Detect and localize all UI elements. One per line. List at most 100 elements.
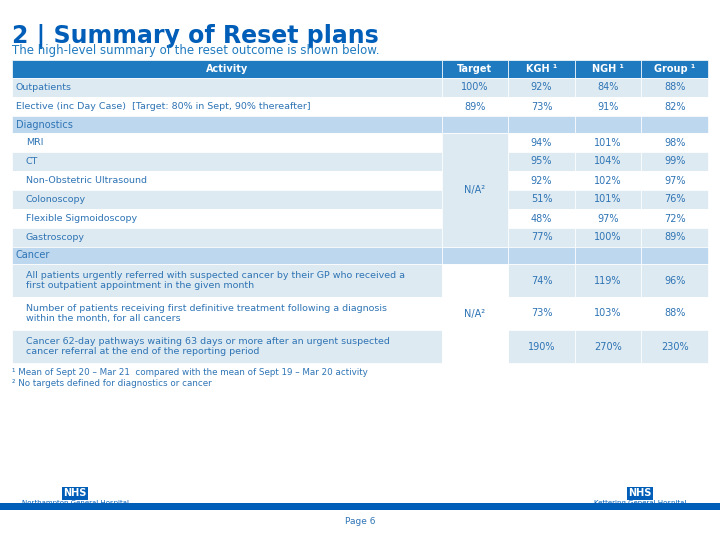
Text: N/A²: N/A² xyxy=(464,185,485,195)
Bar xyxy=(575,152,642,171)
Text: 88%: 88% xyxy=(664,308,685,319)
Bar xyxy=(642,97,708,116)
Text: Gastroscopy: Gastroscopy xyxy=(26,233,85,242)
Text: NHS Foundation Trust: NHS Foundation Trust xyxy=(606,507,674,511)
Text: 94%: 94% xyxy=(531,138,552,147)
Bar xyxy=(627,487,653,500)
Text: MRI: MRI xyxy=(26,138,43,147)
Text: 91%: 91% xyxy=(598,102,618,111)
Bar xyxy=(575,228,642,247)
Bar xyxy=(12,264,441,297)
Bar xyxy=(642,171,708,190)
Bar xyxy=(441,264,508,297)
Bar xyxy=(12,97,441,116)
Bar xyxy=(441,116,508,133)
Text: Elective (inc Day Case)  [Target: 80% in Sept, 90% thereafter]: Elective (inc Day Case) [Target: 80% in … xyxy=(16,102,310,111)
Text: Cancer: Cancer xyxy=(16,251,50,260)
Text: Activity: Activity xyxy=(206,64,248,74)
Text: 103%: 103% xyxy=(595,308,622,319)
Text: 230%: 230% xyxy=(661,341,688,352)
Bar xyxy=(575,60,642,78)
Bar xyxy=(441,78,508,97)
Text: 88%: 88% xyxy=(664,83,685,92)
Text: CT: CT xyxy=(26,157,38,166)
Bar xyxy=(508,228,575,247)
Bar xyxy=(12,152,441,171)
Text: Target: Target xyxy=(457,64,492,74)
Text: 72%: 72% xyxy=(664,213,685,224)
Bar xyxy=(642,152,708,171)
Text: ¹ Mean of Sept 20 – Mar 21  compared with the mean of Sept 19 – Mar 20 activity: ¹ Mean of Sept 20 – Mar 21 compared with… xyxy=(12,368,368,377)
Bar xyxy=(508,190,575,209)
Bar xyxy=(508,171,575,190)
Text: 100%: 100% xyxy=(595,233,622,242)
Bar xyxy=(12,116,441,133)
Text: 2 | Summary of Reset plans: 2 | Summary of Reset plans xyxy=(12,24,379,49)
Text: NHS Trust: NHS Trust xyxy=(60,507,91,511)
Text: KGH ¹: KGH ¹ xyxy=(526,64,557,74)
Text: 82%: 82% xyxy=(664,102,685,111)
Text: ² No targets defined for diagnostics or cancer: ² No targets defined for diagnostics or … xyxy=(12,379,212,388)
Bar xyxy=(642,60,708,78)
Bar xyxy=(441,133,508,247)
Text: Flexible Sigmoidoscopy: Flexible Sigmoidoscopy xyxy=(26,214,137,223)
Text: 101%: 101% xyxy=(595,194,622,205)
Text: 98%: 98% xyxy=(664,138,685,147)
Text: 100%: 100% xyxy=(462,83,489,92)
Text: Non-Obstetric Ultrasound: Non-Obstetric Ultrasound xyxy=(26,176,147,185)
Bar xyxy=(575,78,642,97)
Bar xyxy=(12,133,441,152)
Text: 102%: 102% xyxy=(594,176,622,186)
Bar xyxy=(441,209,508,228)
Text: 119%: 119% xyxy=(595,275,622,286)
Bar xyxy=(508,264,575,297)
Bar xyxy=(441,152,508,171)
Text: 92%: 92% xyxy=(531,83,552,92)
Bar xyxy=(508,133,575,152)
Bar xyxy=(441,60,508,78)
Bar xyxy=(508,78,575,97)
Text: 89%: 89% xyxy=(664,233,685,242)
Bar xyxy=(642,116,708,133)
Bar xyxy=(642,78,708,97)
Text: N/A²: N/A² xyxy=(464,308,485,319)
Bar xyxy=(575,297,642,330)
Bar xyxy=(62,487,88,500)
Text: 73%: 73% xyxy=(531,102,552,111)
Bar xyxy=(642,133,708,152)
Text: 89%: 89% xyxy=(464,102,485,111)
Bar xyxy=(575,116,642,133)
Text: 77%: 77% xyxy=(531,233,552,242)
Text: 104%: 104% xyxy=(595,157,622,166)
Bar xyxy=(441,247,508,264)
Bar xyxy=(12,330,441,363)
Bar xyxy=(575,97,642,116)
Text: 190%: 190% xyxy=(528,341,555,352)
Bar xyxy=(508,60,575,78)
Text: Northampton General Hospital: Northampton General Hospital xyxy=(22,500,128,506)
Text: The high-level summary of the reset outcome is shown below.: The high-level summary of the reset outc… xyxy=(12,44,379,57)
Text: 74%: 74% xyxy=(531,275,552,286)
Bar xyxy=(441,297,508,330)
Text: Kettering General Hospital: Kettering General Hospital xyxy=(594,500,686,506)
Bar xyxy=(441,228,508,247)
Bar xyxy=(642,297,708,330)
Bar xyxy=(12,190,441,209)
Bar xyxy=(575,209,642,228)
Text: 97%: 97% xyxy=(664,176,685,186)
Text: 96%: 96% xyxy=(664,275,685,286)
Text: 92%: 92% xyxy=(531,176,552,186)
Text: 270%: 270% xyxy=(594,341,622,352)
Bar xyxy=(508,97,575,116)
Text: 51%: 51% xyxy=(531,194,552,205)
Bar xyxy=(508,116,575,133)
Bar xyxy=(642,190,708,209)
Bar xyxy=(642,228,708,247)
Text: 48%: 48% xyxy=(531,213,552,224)
Bar xyxy=(575,190,642,209)
Text: Number of patients receiving first definitive treatment following a diagnosis
wi: Number of patients receiving first defin… xyxy=(26,303,387,323)
Bar xyxy=(12,171,441,190)
Bar xyxy=(575,264,642,297)
Text: 97%: 97% xyxy=(598,213,619,224)
Text: 84%: 84% xyxy=(598,83,618,92)
